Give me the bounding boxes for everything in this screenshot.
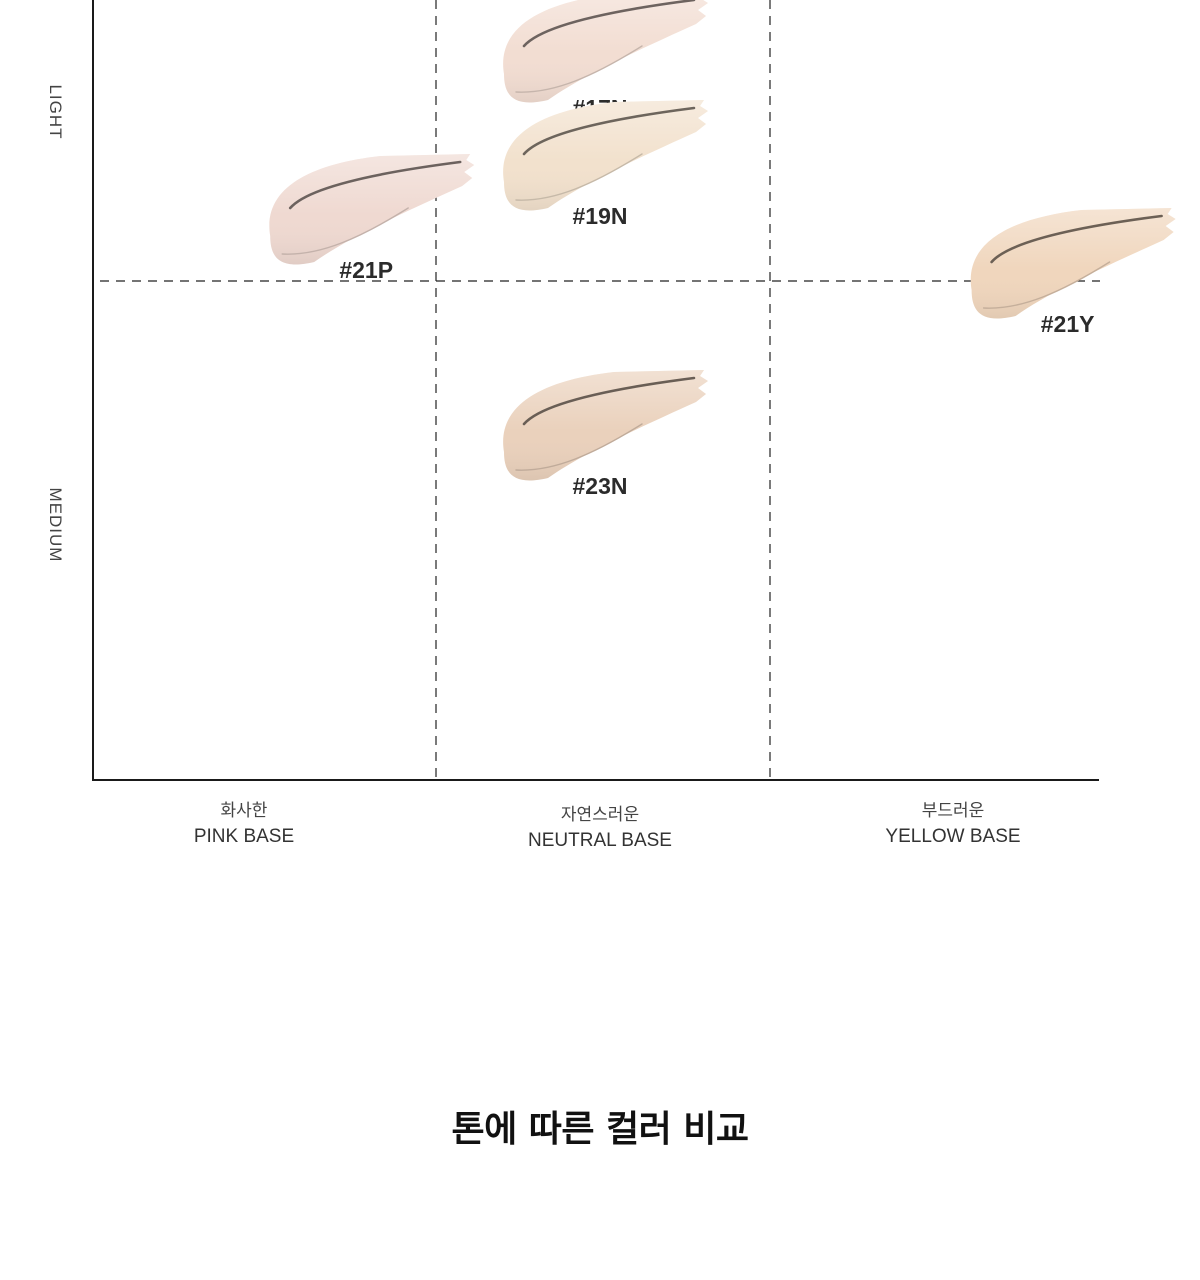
page-title: 톤에 따른 컬러 비교	[451, 1109, 749, 1150]
shade-swatch	[503, 370, 708, 481]
swatch-edge	[281, 207, 409, 255]
y-axis-label-light: LIGHT	[46, 84, 65, 139]
swatch-edge	[982, 261, 1111, 309]
y-axis-label-medium: MEDIUM	[46, 488, 65, 563]
shade-swatch	[269, 154, 475, 265]
x-tick-label-neutral-en: NEUTRAL BASE	[528, 830, 672, 851]
shade-label: #19N	[573, 203, 628, 229]
swatch-sheen	[503, 100, 708, 211]
swatch-streak	[288, 160, 462, 210]
shade-label: #21P	[339, 257, 393, 283]
shade-swatch	[503, 100, 708, 211]
x-tick-label-yellow-en: YELLOW BASE	[885, 826, 1020, 847]
x-axis-labels: 화사한 PINK BASE 자연스러운 NEUTRAL BASE 부드러운 YE…	[194, 801, 1021, 851]
swatch-edge	[515, 153, 643, 201]
x-tick-label-neutral-ko: 자연스러운	[561, 805, 639, 825]
swatch-sheen	[269, 154, 475, 265]
shade-label: #23N	[573, 473, 628, 499]
swatch-streak	[990, 214, 1163, 264]
swatch-sheen	[503, 370, 708, 481]
x-tick-label-pink-en: PINK BASE	[194, 826, 294, 847]
chart-axes	[92, 0, 1099, 781]
swatch-sheen	[970, 208, 1176, 319]
swatch-streak	[522, 0, 696, 48]
swatch-layer: #17N#19N#21P#21Y#23N	[269, 0, 1176, 499]
shade-label: #21Y	[1041, 311, 1095, 337]
x-tick-label-yellow-ko: 부드러운	[922, 801, 985, 821]
grid-lines	[100, 0, 1100, 780]
shade-swatch	[503, 0, 708, 103]
swatch-streak	[522, 376, 696, 426]
shade-swatch	[970, 208, 1176, 319]
swatch-sheen	[503, 0, 708, 103]
swatch-streak	[522, 106, 696, 156]
x-tick-label-pink-ko: 화사한	[221, 801, 268, 821]
swatch-edge	[515, 45, 643, 93]
swatch-edge	[515, 423, 643, 471]
tone-color-chart: LIGHT MEDIUM #17N#19N#21P#21Y#23N 화사한 PI…	[46, 0, 1176, 851]
